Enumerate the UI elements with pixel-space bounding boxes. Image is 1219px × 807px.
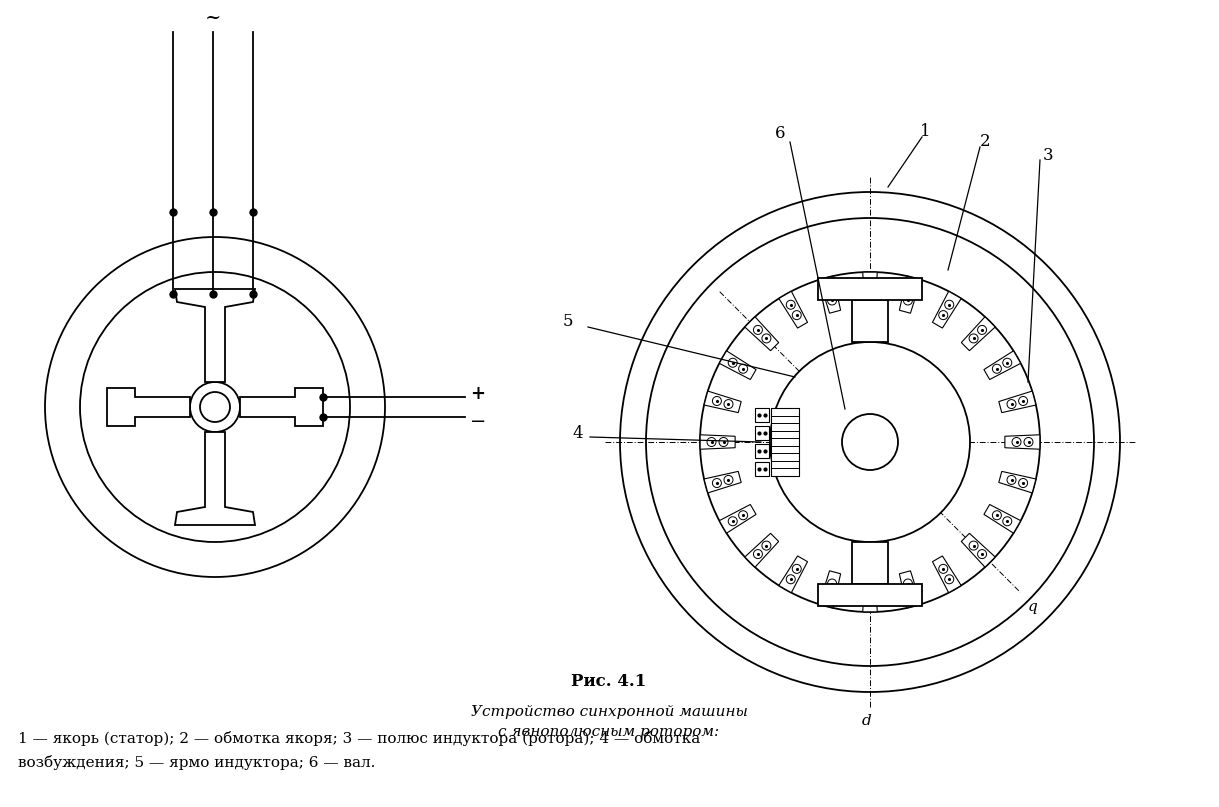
Polygon shape (900, 276, 920, 313)
Polygon shape (962, 317, 995, 351)
Polygon shape (745, 533, 779, 567)
Polygon shape (818, 278, 922, 300)
Text: d: d (862, 714, 872, 728)
Polygon shape (863, 272, 878, 307)
Polygon shape (984, 351, 1020, 379)
Text: 6: 6 (775, 126, 785, 143)
Polygon shape (240, 388, 323, 426)
Polygon shape (819, 276, 841, 313)
Polygon shape (700, 435, 735, 449)
Circle shape (770, 342, 970, 542)
Text: −: − (471, 413, 486, 431)
Text: 1 — якорь (статор); 2 — обмотка якоря; 3 — полюс индуктора (ротора); 4 — обмотка: 1 — якорь (статор); 2 — обмотка якоря; 3… (18, 731, 700, 746)
Text: 1: 1 (919, 123, 930, 140)
Polygon shape (900, 571, 920, 608)
Polygon shape (719, 351, 756, 379)
Text: 3: 3 (1042, 148, 1053, 165)
Text: ~: ~ (205, 9, 221, 27)
Polygon shape (863, 577, 878, 612)
Polygon shape (705, 391, 741, 412)
Polygon shape (1004, 435, 1040, 449)
Text: 5: 5 (563, 313, 573, 331)
Text: с явнополюсным ротором:: с явнополюсным ротором: (499, 725, 719, 739)
Polygon shape (779, 556, 807, 592)
Polygon shape (819, 571, 841, 608)
Circle shape (842, 414, 898, 470)
Polygon shape (705, 471, 741, 493)
Polygon shape (719, 504, 756, 533)
Polygon shape (984, 504, 1020, 533)
Polygon shape (998, 391, 1036, 412)
Polygon shape (176, 289, 255, 382)
Text: возбуждения; 5 — ярмо индуктора; 6 — вал.: возбуждения; 5 — ярмо индуктора; 6 — вал… (18, 755, 375, 771)
Polygon shape (770, 408, 798, 476)
Text: Устройство синхронной машины: Устройство синхронной машины (471, 705, 747, 719)
Text: q: q (1028, 600, 1037, 614)
Polygon shape (852, 542, 887, 584)
Polygon shape (745, 317, 779, 351)
Polygon shape (852, 300, 887, 342)
Text: 4: 4 (573, 425, 584, 442)
Polygon shape (176, 432, 255, 525)
Polygon shape (933, 556, 961, 592)
Text: Рис. 4.1: Рис. 4.1 (572, 674, 646, 691)
Polygon shape (998, 471, 1036, 493)
Polygon shape (779, 291, 807, 328)
Polygon shape (933, 291, 961, 328)
Text: 2: 2 (980, 133, 990, 150)
Polygon shape (818, 584, 922, 606)
Polygon shape (962, 533, 995, 567)
Text: +: + (471, 385, 485, 403)
Polygon shape (107, 388, 190, 426)
